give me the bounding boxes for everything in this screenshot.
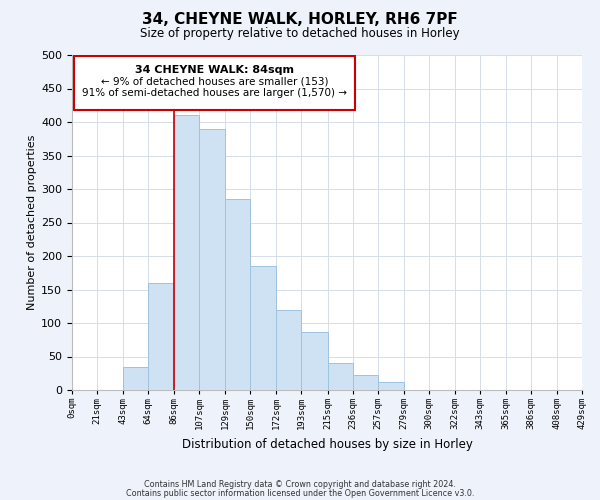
Text: 34, CHEYNE WALK, HORLEY, RH6 7PF: 34, CHEYNE WALK, HORLEY, RH6 7PF	[142, 12, 458, 28]
Bar	[226, 199, 250, 390]
Y-axis label: Number of detached properties: Number of detached properties	[27, 135, 37, 310]
Text: Size of property relative to detached houses in Horley: Size of property relative to detached ho…	[140, 28, 460, 40]
FancyBboxPatch shape	[74, 56, 355, 110]
Bar	[377, 382, 404, 390]
Bar	[301, 332, 328, 390]
X-axis label: Distribution of detached houses by size in Horley: Distribution of detached houses by size …	[182, 438, 472, 450]
Bar	[148, 283, 174, 390]
Bar	[328, 363, 353, 390]
Bar	[174, 116, 199, 390]
Text: 34 CHEYNE WALK: 84sqm: 34 CHEYNE WALK: 84sqm	[135, 65, 294, 75]
Bar	[199, 128, 226, 390]
Bar	[277, 310, 301, 390]
Bar	[250, 266, 277, 390]
Bar	[353, 376, 377, 390]
Text: Contains HM Land Registry data © Crown copyright and database right 2024.: Contains HM Land Registry data © Crown c…	[144, 480, 456, 489]
Text: 91% of semi-detached houses are larger (1,570) →: 91% of semi-detached houses are larger (…	[82, 88, 347, 98]
Text: Contains public sector information licensed under the Open Government Licence v3: Contains public sector information licen…	[126, 489, 474, 498]
Bar	[123, 366, 148, 390]
Text: ← 9% of detached houses are smaller (153): ← 9% of detached houses are smaller (153…	[101, 76, 328, 86]
